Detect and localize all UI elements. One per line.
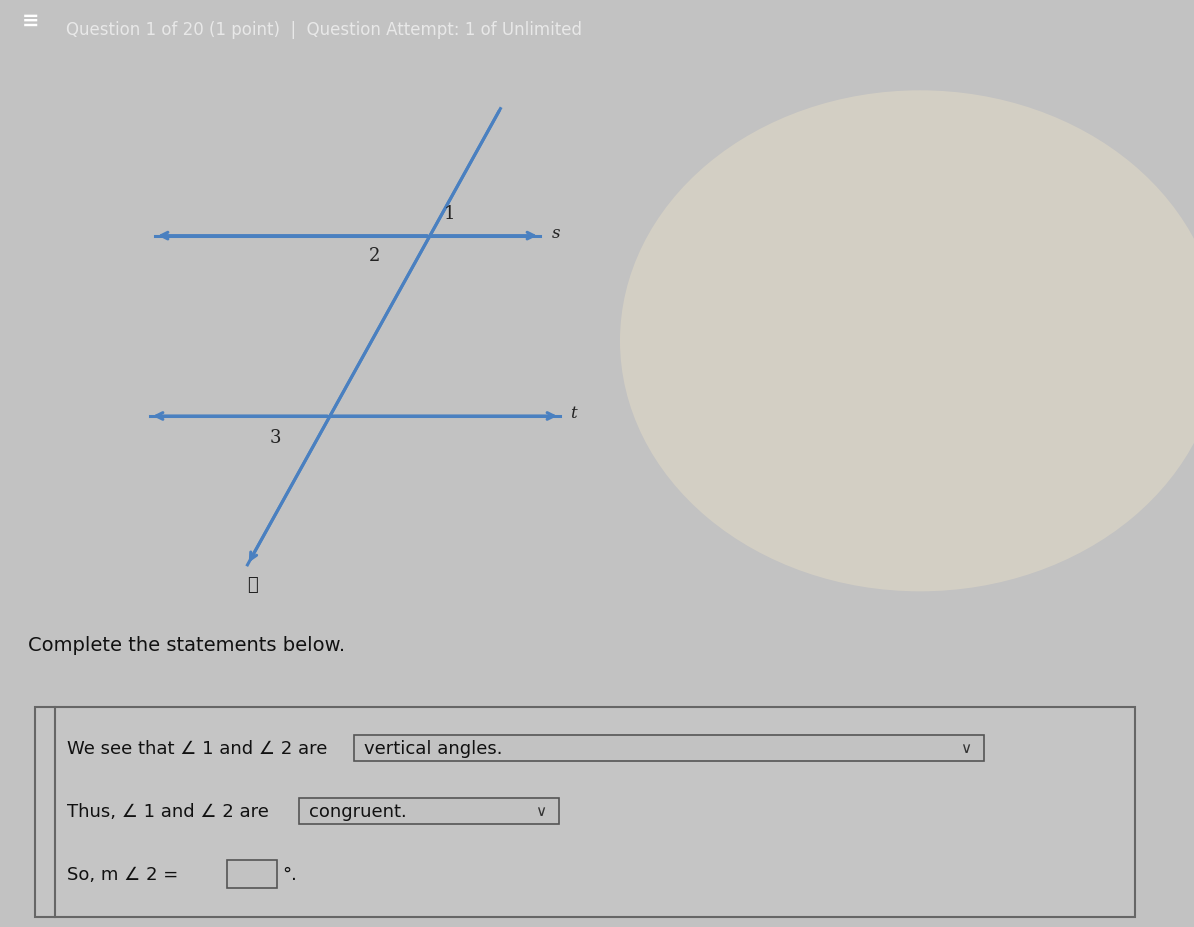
Text: 3: 3	[270, 429, 281, 447]
FancyBboxPatch shape	[353, 734, 984, 761]
Text: 1: 1	[444, 205, 456, 222]
Text: ≡: ≡	[21, 11, 39, 32]
Text: t: t	[570, 405, 577, 423]
Text: So, m ∠ 2 =: So, m ∠ 2 =	[67, 866, 178, 884]
Text: ∨: ∨	[535, 805, 547, 819]
Text: s: s	[552, 225, 560, 242]
Text: 2: 2	[369, 247, 381, 264]
FancyBboxPatch shape	[227, 860, 277, 888]
Ellipse shape	[620, 90, 1194, 591]
Text: Question 1 of 20 (1 point)  |  Question Attempt: 1 of Unlimited: Question 1 of 20 (1 point) | Question At…	[66, 21, 581, 39]
Text: vertical angles.: vertical angles.	[364, 740, 503, 757]
Text: ∨: ∨	[960, 742, 972, 756]
Text: congruent.: congruent.	[309, 803, 407, 820]
FancyBboxPatch shape	[35, 706, 1135, 917]
FancyBboxPatch shape	[298, 798, 559, 824]
Text: °.: °.	[282, 866, 297, 884]
Text: Complete the statements below.: Complete the statements below.	[27, 637, 345, 655]
Text: Thus, ∠ 1 and ∠ 2 are: Thus, ∠ 1 and ∠ 2 are	[67, 803, 269, 820]
Text: ℓ: ℓ	[247, 576, 258, 594]
Text: We see that ∠ 1 and ∠ 2 are: We see that ∠ 1 and ∠ 2 are	[67, 740, 327, 757]
